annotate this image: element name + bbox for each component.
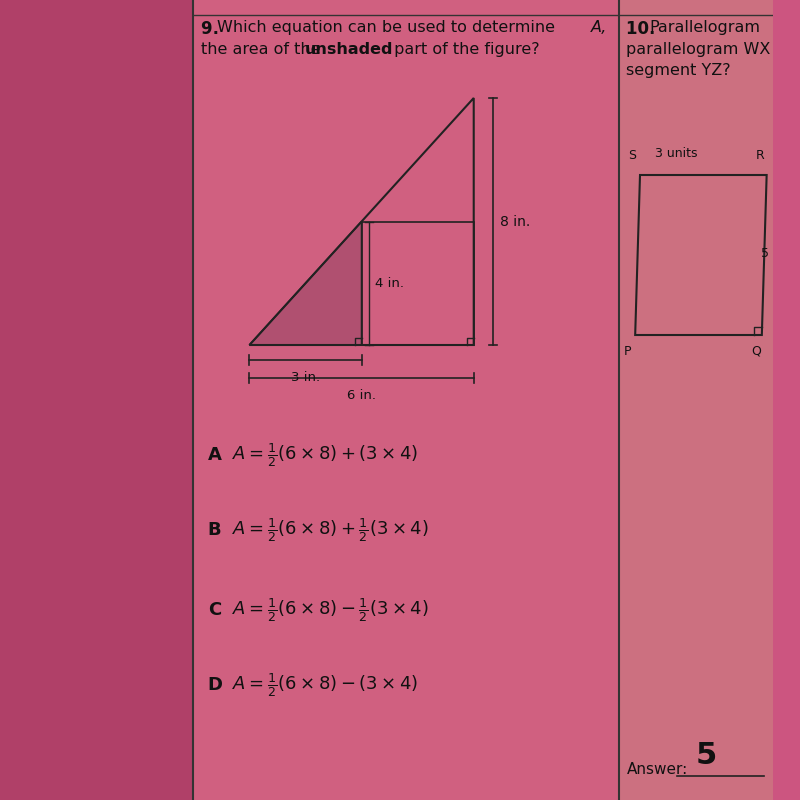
- Bar: [618, 0, 774, 800]
- Text: 10.: 10.: [626, 20, 662, 38]
- Bar: [362, 222, 474, 345]
- Text: A: A: [208, 446, 222, 464]
- Text: 9.: 9.: [201, 20, 225, 38]
- Text: P: P: [623, 345, 631, 358]
- Text: $A = \frac{1}{2}(6 \times 8) - (3 \times 4)$: $A = \frac{1}{2}(6 \times 8) - (3 \times…: [232, 671, 418, 699]
- Text: 5: 5: [696, 741, 718, 770]
- Text: 6 in.: 6 in.: [347, 389, 376, 402]
- Text: R: R: [756, 149, 765, 162]
- Text: 3 units: 3 units: [655, 147, 698, 160]
- Text: 3 in.: 3 in.: [291, 371, 320, 384]
- Text: the area of the: the area of the: [201, 42, 326, 57]
- Text: S: S: [629, 149, 637, 162]
- Text: $A = \frac{1}{2}(6 \times 8) + (3 \times 4)$: $A = \frac{1}{2}(6 \times 8) + (3 \times…: [232, 441, 418, 469]
- Polygon shape: [250, 222, 362, 345]
- Text: segment YZ?: segment YZ?: [626, 63, 731, 78]
- Text: unshaded: unshaded: [305, 42, 393, 57]
- Text: 8 in.: 8 in.: [500, 214, 530, 229]
- Text: D: D: [208, 676, 223, 694]
- Text: part of the figure?: part of the figure?: [389, 42, 539, 57]
- Text: Parallelogram: Parallelogram: [650, 20, 761, 35]
- Text: parallelogram WX: parallelogram WX: [626, 42, 771, 57]
- Text: B: B: [208, 521, 222, 539]
- Bar: [194, 0, 774, 800]
- Text: Answer:: Answer:: [626, 762, 688, 778]
- Text: Q: Q: [751, 345, 761, 358]
- Text: Which equation can be used to determine: Which equation can be used to determine: [217, 20, 560, 35]
- Text: 4 in.: 4 in.: [375, 277, 404, 290]
- Text: $A = \frac{1}{2}(6 \times 8) + \frac{1}{2}(3 \times 4)$: $A = \frac{1}{2}(6 \times 8) + \frac{1}{…: [232, 516, 429, 544]
- Text: $A = \frac{1}{2}(6 \times 8) - \frac{1}{2}(3 \times 4)$: $A = \frac{1}{2}(6 \times 8) - \frac{1}{…: [232, 596, 429, 624]
- Bar: [0, 0, 194, 800]
- Text: 5: 5: [761, 247, 769, 260]
- Text: A,: A,: [590, 20, 607, 35]
- Text: C: C: [208, 601, 221, 619]
